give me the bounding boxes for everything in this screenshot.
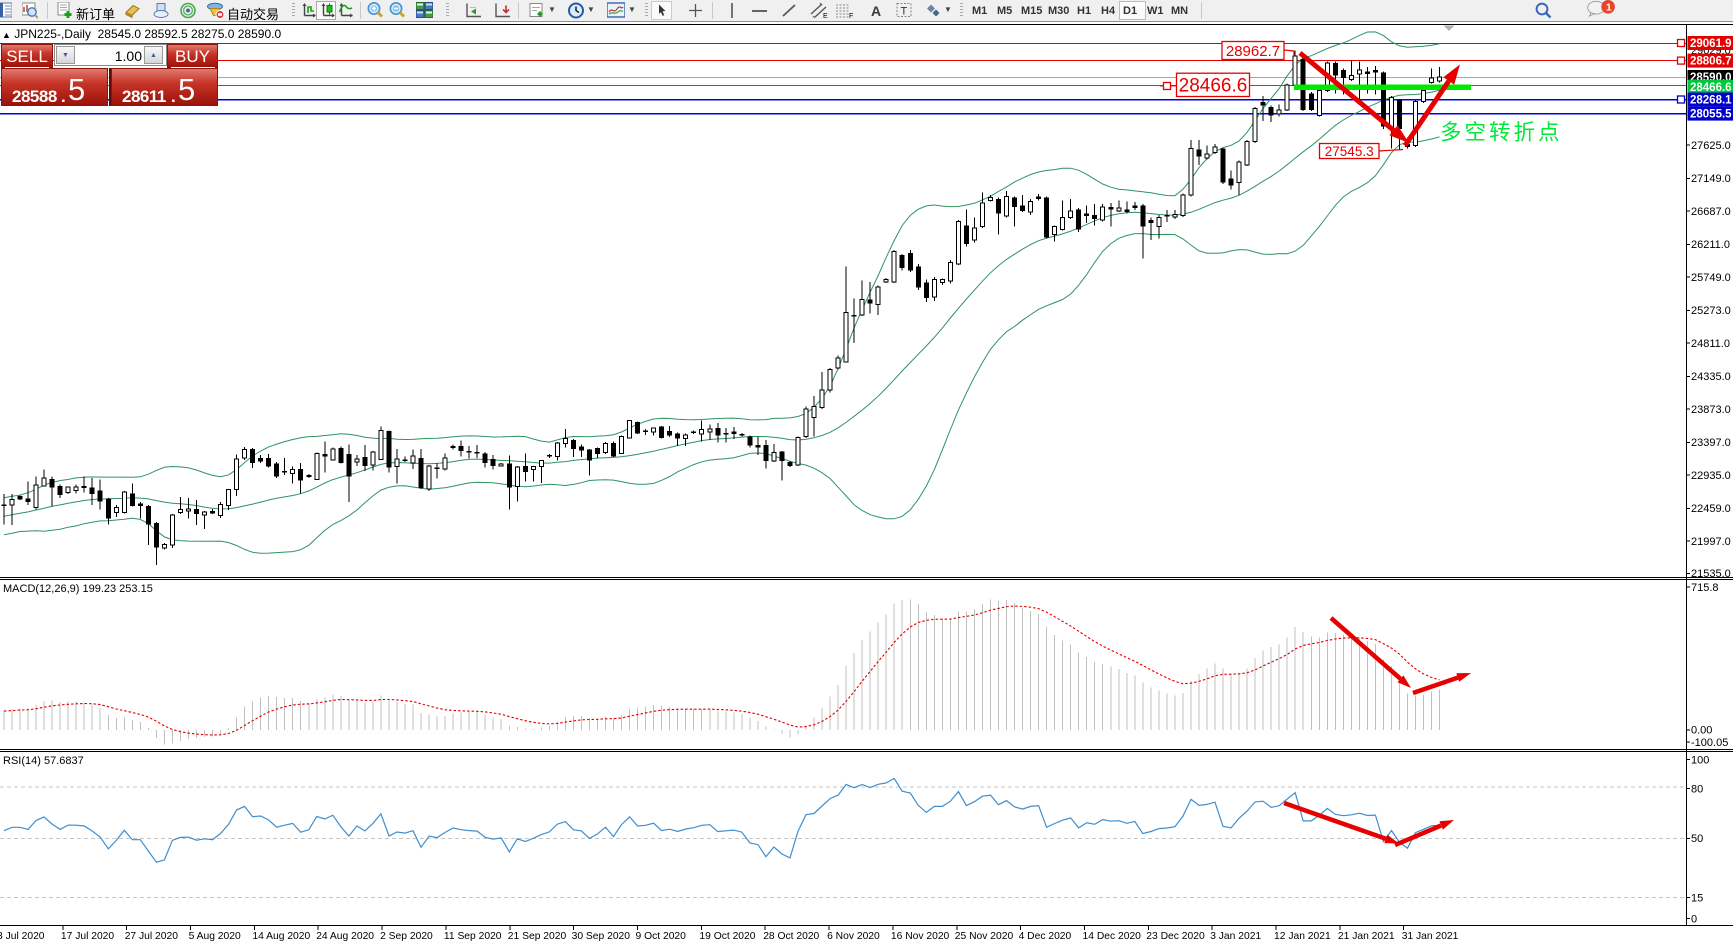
svg-text:14 Aug 2020: 14 Aug 2020	[252, 931, 310, 942]
svg-text:23873.0: 23873.0	[1691, 404, 1731, 416]
svg-text:25749.0: 25749.0	[1691, 272, 1731, 284]
svg-text:28806.7: 28806.7	[1690, 56, 1732, 68]
svg-text:29061.9: 29061.9	[1690, 38, 1732, 50]
svg-text:2 Sep 2020: 2 Sep 2020	[380, 931, 433, 942]
svg-text:12 Jan 2021: 12 Jan 2021	[1274, 931, 1331, 942]
svg-text:24335.0: 24335.0	[1691, 371, 1731, 383]
svg-text:22935.0: 22935.0	[1691, 470, 1731, 482]
svg-text:21 Sep 2020: 21 Sep 2020	[508, 931, 567, 942]
svg-text:28055.5: 28055.5	[1690, 109, 1732, 121]
svg-text:25 Nov 2020: 25 Nov 2020	[955, 931, 1014, 942]
svg-text:0.00: 0.00	[1691, 725, 1712, 737]
svg-text:5 Aug 2020: 5 Aug 2020	[189, 931, 241, 942]
svg-text:26211.0: 26211.0	[1691, 239, 1730, 251]
svg-text:28466.6: 28466.6	[1179, 76, 1248, 97]
svg-text:28962.7: 28962.7	[1226, 43, 1280, 60]
svg-text:MACD(12,26,9) 199.23 253.15: MACD(12,26,9) 199.23 253.15	[3, 583, 153, 595]
svg-text:11 Sep 2020: 11 Sep 2020	[444, 931, 502, 942]
svg-text:27149.0: 27149.0	[1691, 173, 1731, 185]
svg-text:28 Oct 2020: 28 Oct 2020	[763, 931, 819, 942]
svg-text:715.8: 715.8	[1691, 582, 1719, 594]
svg-text:50: 50	[1691, 833, 1703, 845]
svg-text:30 Sep 2020: 30 Sep 2020	[572, 931, 631, 942]
svg-text:27545.3: 27545.3	[1325, 144, 1374, 159]
svg-text:80: 80	[1691, 784, 1703, 796]
svg-text:9 Oct 2020: 9 Oct 2020	[636, 931, 687, 942]
svg-text:16 Nov 2020: 16 Nov 2020	[891, 931, 950, 942]
svg-text:22459.0: 22459.0	[1691, 503, 1731, 515]
svg-text:24 Aug 2020: 24 Aug 2020	[316, 931, 374, 942]
svg-text:6 Nov 2020: 6 Nov 2020	[827, 931, 880, 942]
svg-text:27 Jul 2020: 27 Jul 2020	[125, 931, 179, 942]
svg-text:T: T	[901, 6, 908, 18]
svg-text:1: 1	[1606, 3, 1612, 14]
svg-text:E: E	[823, 13, 828, 19]
svg-text:15: 15	[1691, 893, 1703, 905]
svg-text:28268.1: 28268.1	[1690, 95, 1732, 107]
svg-text:17 Jul 2020: 17 Jul 2020	[61, 931, 115, 942]
svg-text:25273.0: 25273.0	[1691, 305, 1731, 317]
svg-text:100: 100	[1691, 754, 1709, 766]
svg-text:27625.0: 27625.0	[1691, 140, 1731, 152]
svg-text:31 Jan 2021: 31 Jan 2021	[1402, 931, 1459, 942]
svg-text:14 Dec 2020: 14 Dec 2020	[1083, 931, 1142, 942]
svg-text:24811.0: 24811.0	[1691, 338, 1730, 350]
svg-text:3 Jul 2020: 3 Jul 2020	[0, 931, 45, 942]
svg-text:0: 0	[1691, 913, 1697, 925]
svg-text:RSI(14) 57.6837: RSI(14) 57.6837	[3, 755, 84, 767]
svg-text:4 Dec 2020: 4 Dec 2020	[1019, 931, 1072, 942]
svg-text:21535.0: 21535.0	[1691, 568, 1731, 580]
svg-text:23397.0: 23397.0	[1691, 437, 1731, 449]
svg-text:3 Jan 2021: 3 Jan 2021	[1210, 931, 1261, 942]
svg-text:19 Oct 2020: 19 Oct 2020	[699, 931, 755, 942]
svg-text:26687.0: 26687.0	[1691, 206, 1731, 218]
svg-text:F: F	[849, 13, 853, 19]
svg-text:28466.6: 28466.6	[1690, 82, 1732, 94]
svg-text:多空转折点: 多空转折点	[1440, 121, 1563, 145]
svg-text:21997.0: 21997.0	[1691, 536, 1731, 548]
svg-text:-100.05: -100.05	[1691, 737, 1728, 749]
svg-text:21 Jan 2021: 21 Jan 2021	[1338, 931, 1395, 942]
svg-text:23 Dec 2020: 23 Dec 2020	[1146, 931, 1205, 942]
